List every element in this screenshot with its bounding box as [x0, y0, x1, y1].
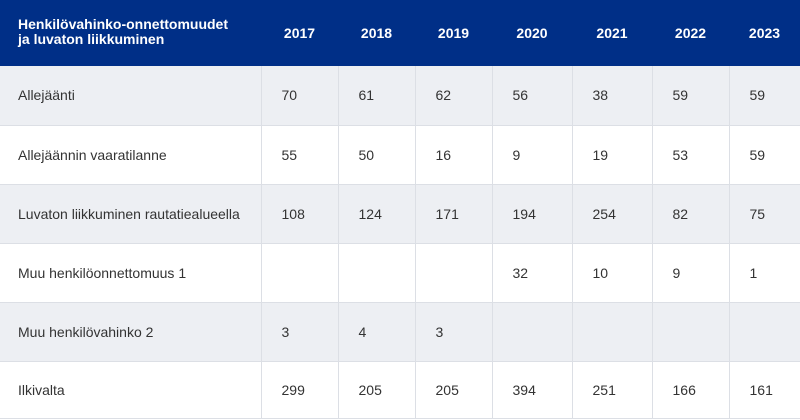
table-cell: 1 [728, 243, 800, 303]
table-cell [651, 302, 729, 362]
table-cell: 3 [260, 302, 338, 362]
table-cell: 61 [337, 66, 415, 126]
table-cell: 299 [260, 361, 338, 419]
table-cell: 124 [337, 184, 415, 244]
table-cell: 82 [651, 184, 729, 244]
table-cell: 56 [491, 66, 572, 126]
table-cell: 38 [571, 66, 652, 126]
table-cell: 108 [260, 184, 338, 244]
table-cell: 16 [414, 125, 492, 185]
header-year: 2023 [748, 24, 781, 41]
table-cell: 75 [728, 184, 800, 244]
table-row: Muu henkilövahinko 2 3 4 3 [0, 302, 800, 362]
table-cell [260, 243, 338, 303]
row-label: Muu henkilöonnettomuus 1 [0, 243, 261, 303]
row-label: Allejäännin vaaratilanne [0, 125, 261, 185]
table-cell: 62 [414, 66, 492, 126]
header-label: Henkilövahinko-onnettomuudet ja luvaton … [0, 0, 261, 66]
table-cell: 166 [651, 361, 729, 419]
table-cell: 3 [414, 302, 492, 362]
table-cell: 194 [491, 184, 572, 244]
table-cell [728, 302, 800, 362]
table-row: Luvaton liikkuminen rautatiealueella 108… [0, 184, 800, 244]
header-year: 2018 [360, 24, 393, 41]
row-label: Allejäänti [0, 66, 261, 126]
table-cell: 59 [651, 66, 729, 126]
table-cell: 32 [491, 243, 572, 303]
header-year: 2021 [596, 24, 628, 41]
table-cell: 205 [337, 361, 415, 419]
header-label-line-2: ja luvaton liikkuminen [18, 31, 165, 47]
table-cell: 53 [651, 125, 729, 185]
table-cell: 59 [728, 125, 800, 185]
table-cell: 59 [728, 66, 800, 126]
row-label: Luvaton liikkuminen rautatiealueella [0, 184, 261, 244]
table-cell: 50 [337, 125, 415, 185]
table-cell: 254 [571, 184, 652, 244]
table-cell: 9 [651, 243, 729, 303]
table-cell: 4 [337, 302, 415, 362]
row-label: Muu henkilövahinko 2 [0, 302, 261, 362]
table-cell: 205 [414, 361, 492, 419]
table-cell: 161 [728, 361, 800, 419]
header-year: 2020 [516, 24, 548, 41]
table-row: Muu henkilöonnettomuus 1 32 10 9 1 [0, 243, 800, 303]
table-header-row: Henkilövahinko-onnettomuudet ja luvaton … [0, 0, 800, 66]
table-cell: 19 [571, 125, 652, 185]
table-cell: 171 [414, 184, 492, 244]
table-row: Allejäänti 70 61 62 56 38 59 59 [0, 66, 800, 126]
table-cell: 394 [491, 361, 572, 419]
header-label-line-1: Henkilövahinko-onnettomuudet [18, 16, 228, 32]
row-label: Ilkivalta [0, 361, 261, 419]
table-cell [414, 243, 492, 303]
table-cell [571, 302, 652, 362]
table-cell: 251 [571, 361, 652, 419]
table-row: Ilkivalta 299 205 205 394 251 166 161 [0, 361, 800, 419]
header-year: 2022 [674, 24, 707, 41]
table-cell [491, 302, 572, 362]
table-cell [337, 243, 415, 303]
table-cell: 55 [260, 125, 338, 185]
header-year: 2017 [283, 24, 316, 41]
table-row: Allejäännin vaaratilanne 55 50 16 9 19 5… [0, 125, 800, 185]
table-cell: 9 [491, 125, 572, 185]
table-cell: 70 [260, 66, 338, 126]
header-year: 2019 [437, 24, 470, 41]
table-cell: 10 [571, 243, 652, 303]
